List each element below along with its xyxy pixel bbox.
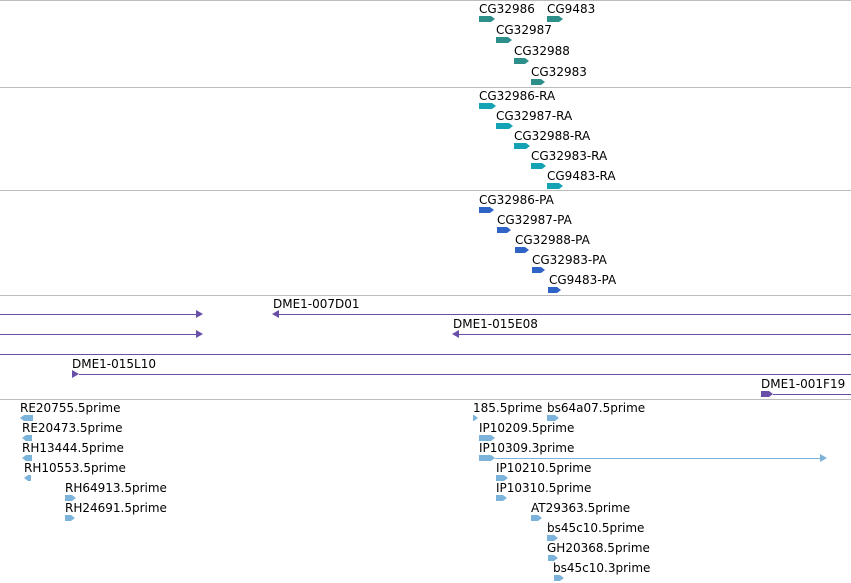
track-divider: [0, 87, 851, 88]
est-feature[interactable]: [473, 415, 478, 421]
transcript-feature[interactable]: [496, 123, 513, 129]
gene-feature[interactable]: [514, 58, 529, 64]
est-label[interactable]: RH13444.5prime: [22, 441, 124, 455]
transcript-label[interactable]: CG32988-RA: [514, 129, 591, 143]
est-feature[interactable]: [65, 495, 76, 501]
est-label[interactable]: RH64913.5prime: [65, 481, 167, 495]
clone-label[interactable]: DME1-015E08: [453, 317, 538, 331]
track-divider: [0, 0, 851, 1]
est-label[interactable]: RH24691.5prime: [65, 501, 167, 515]
clone-feature[interactable]: [761, 391, 773, 397]
est-feature[interactable]: [20, 415, 33, 421]
protein-label[interactable]: CG32988-PA: [515, 233, 590, 247]
clone-feature[interactable]: [79, 374, 851, 375]
transcript-feature[interactable]: [531, 163, 546, 169]
est-label[interactable]: GH20368.5prime: [547, 541, 650, 555]
clone-label[interactable]: DME1-015L10: [72, 357, 156, 371]
protein-feature[interactable]: [497, 227, 511, 233]
est-feature[interactable]: [24, 475, 31, 481]
est-arrowhead: [820, 454, 827, 462]
est-label[interactable]: IP10210.5prime: [496, 461, 592, 475]
protein-label[interactable]: CG32987-PA: [497, 213, 572, 227]
clone-arrowhead: [272, 310, 279, 318]
clone-label[interactable]: DME1-001F19: [761, 377, 846, 391]
est-feature[interactable]: [495, 458, 820, 459]
est-feature[interactable]: [531, 515, 542, 521]
est-feature[interactable]: [547, 415, 559, 421]
est-feature[interactable]: [496, 475, 508, 481]
clone-arrowhead: [452, 330, 459, 338]
est-feature[interactable]: [554, 575, 564, 581]
gene-feature[interactable]: [531, 79, 545, 85]
est-feature[interactable]: [65, 515, 75, 521]
protein-feature[interactable]: [515, 247, 529, 253]
transcript-feature[interactable]: [479, 103, 496, 109]
track-divider: [0, 190, 851, 191]
protein-label[interactable]: CG9483-PA: [549, 273, 617, 287]
est-label[interactable]: AT29363.5prime: [531, 501, 631, 515]
est-label[interactable]: 185.5prime: [473, 401, 543, 415]
est-feature[interactable]: [22, 455, 32, 461]
est-label[interactable]: bs64a07.5prime: [547, 401, 646, 415]
est-label[interactable]: bs45c10.5prime: [547, 521, 645, 535]
gene-feature[interactable]: [496, 37, 512, 43]
clone-arrowhead: [196, 330, 203, 338]
est-label[interactable]: IP10209.5prime: [479, 421, 575, 435]
gene-label[interactable]: CG32983: [531, 65, 587, 79]
gene-label[interactable]: CG32988: [514, 44, 570, 58]
track-divider: [0, 399, 851, 400]
est-feature[interactable]: [479, 435, 495, 441]
protein-label[interactable]: CG32986-PA: [479, 193, 554, 207]
transcript-label[interactable]: CG32983-RA: [531, 149, 608, 163]
clone-arrowhead: [72, 370, 79, 378]
est-label[interactable]: bs45c10.3prime: [553, 561, 651, 575]
transcript-label[interactable]: CG32986-RA: [479, 89, 556, 103]
gene-feature[interactable]: [547, 16, 563, 22]
clone-feature[interactable]: [459, 334, 851, 335]
clone-feature[interactable]: [0, 354, 851, 355]
est-label[interactable]: RE20755.5prime: [20, 401, 121, 415]
protein-feature[interactable]: [532, 267, 545, 273]
est-label[interactable]: RE20473.5prime: [22, 421, 123, 435]
clone-label[interactable]: DME1-007D01: [273, 297, 360, 311]
est-label[interactable]: IP10309.3prime: [479, 441, 575, 455]
protein-label[interactable]: CG32983-PA: [532, 253, 607, 267]
est-feature[interactable]: [22, 435, 32, 441]
est-feature[interactable]: [496, 495, 507, 501]
protein-feature[interactable]: [479, 207, 494, 213]
est-feature[interactable]: [547, 535, 558, 541]
protein-feature[interactable]: [548, 287, 561, 293]
gene-feature[interactable]: [479, 16, 495, 22]
clone-feature[interactable]: [773, 394, 851, 395]
est-label[interactable]: RH10553.5prime: [24, 461, 126, 475]
clone-feature[interactable]: [279, 314, 851, 315]
est-label[interactable]: IP10310.5prime: [496, 481, 592, 495]
est-feature[interactable]: [548, 555, 558, 561]
track-divider: [0, 295, 851, 296]
clone-feature[interactable]: [0, 334, 196, 335]
gene-label[interactable]: CG32986: [479, 2, 535, 16]
transcript-label[interactable]: CG32987-RA: [496, 109, 573, 123]
est-feature[interactable]: [479, 455, 495, 461]
gene-label[interactable]: CG9483: [547, 2, 596, 16]
transcript-feature[interactable]: [547, 183, 563, 189]
gene-label[interactable]: CG32987: [496, 23, 552, 37]
transcript-feature[interactable]: [514, 143, 530, 149]
clone-arrowhead: [196, 310, 203, 318]
clone-feature[interactable]: [0, 314, 196, 315]
transcript-label[interactable]: CG9483-RA: [547, 169, 616, 183]
